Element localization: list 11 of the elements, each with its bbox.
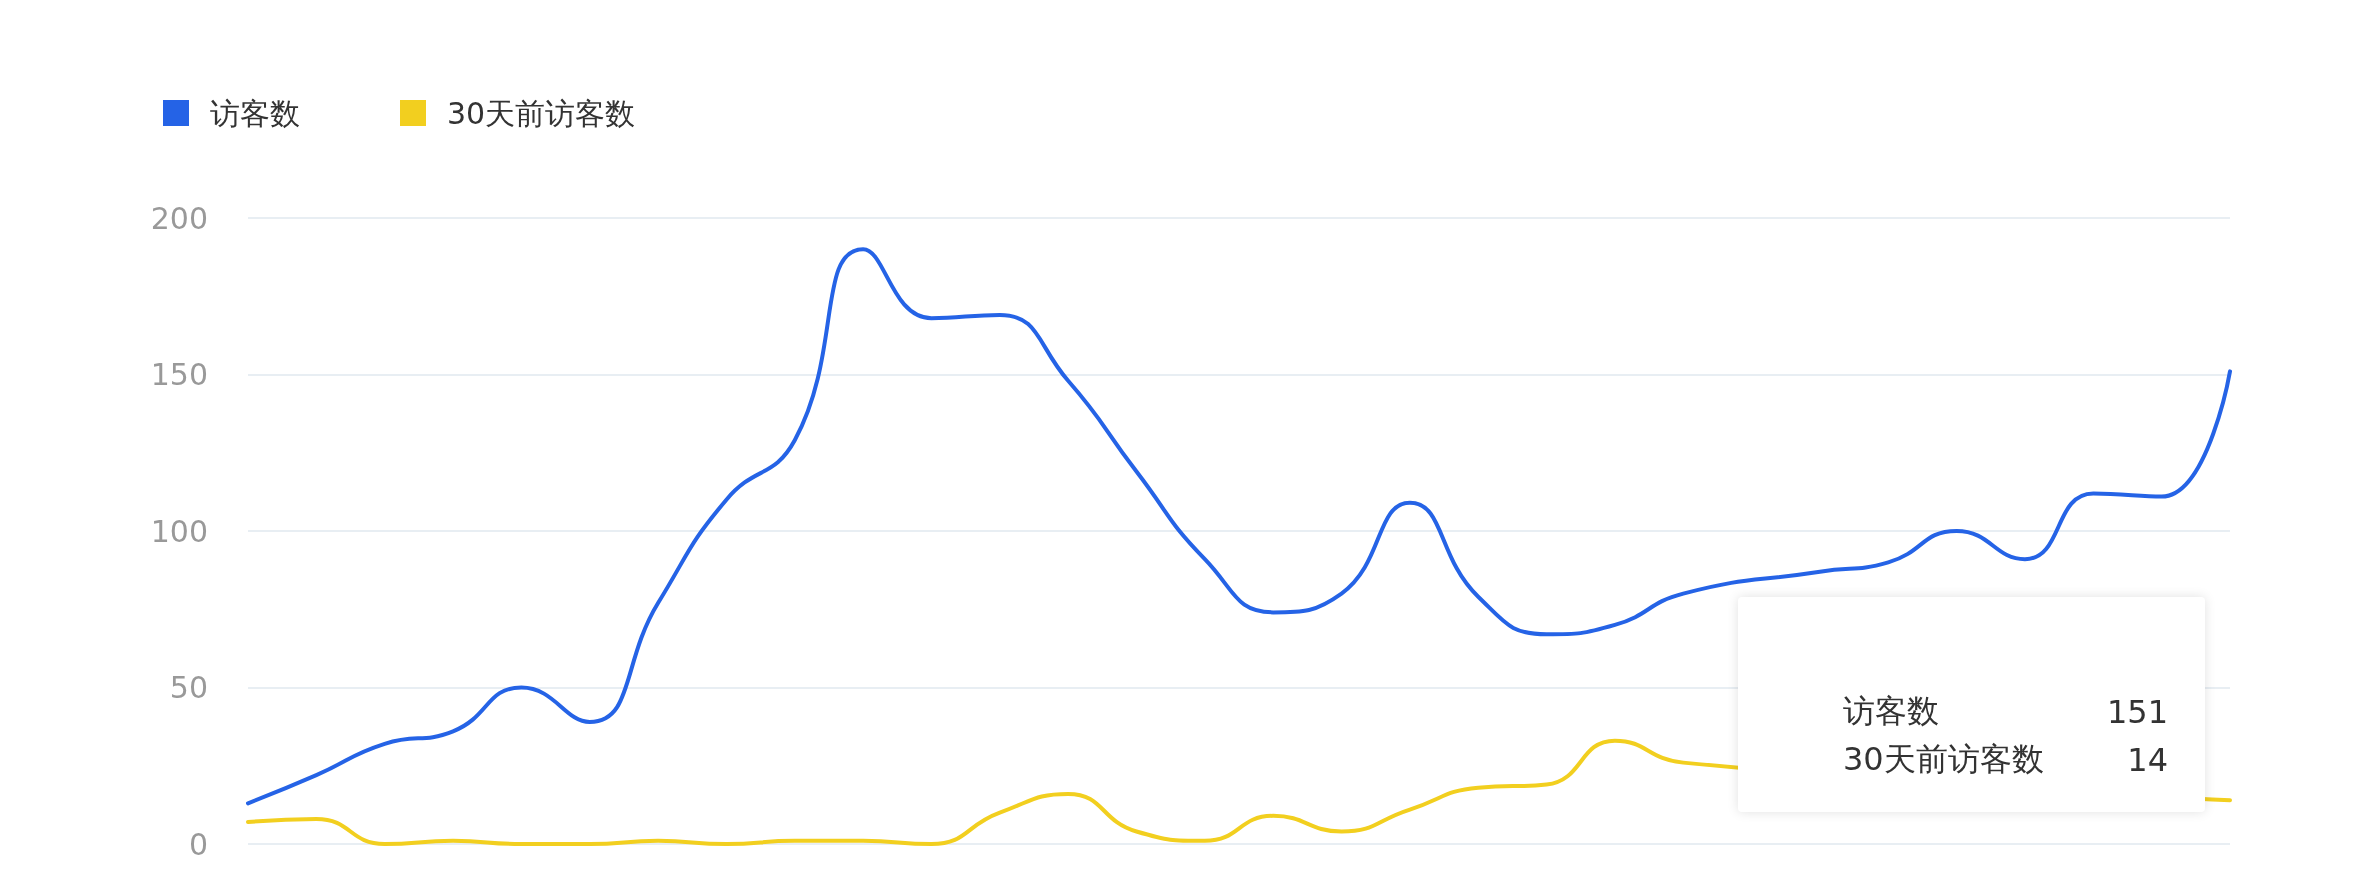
tooltip-box: 访客数 151 30天前访客数 14 xyxy=(1738,597,2205,812)
y-tick-label: 50 xyxy=(169,670,208,705)
legend-label: 30天前访客数 xyxy=(447,95,636,131)
legend-label: 访客数 xyxy=(210,95,300,131)
annotation: 151 xyxy=(2106,693,2168,731)
y-tick-label: 100 xyxy=(150,513,208,549)
line-series xyxy=(246,247,2232,806)
y-tick-label: 150 xyxy=(150,357,208,392)
y-tick-label: 0 xyxy=(188,826,208,862)
y-tick-label: 200 xyxy=(150,200,208,236)
annotation: 14 xyxy=(2127,741,2168,779)
